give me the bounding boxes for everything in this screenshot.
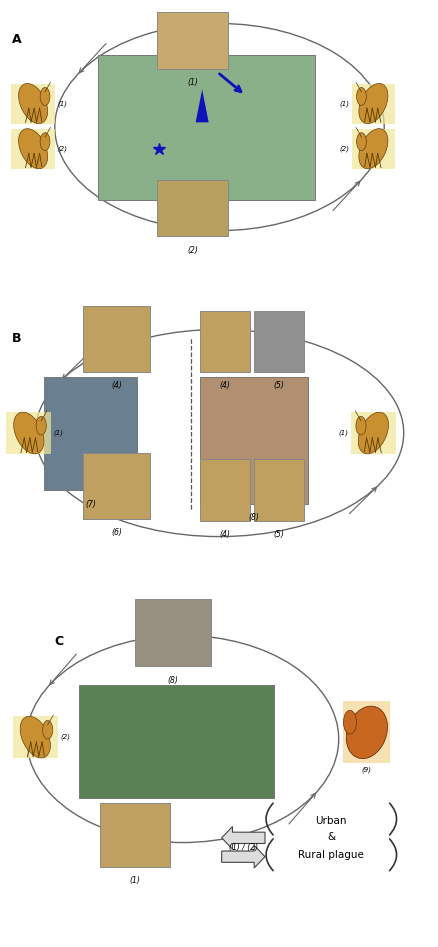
Ellipse shape xyxy=(343,710,356,734)
FancyBboxPatch shape xyxy=(254,311,304,372)
Text: B: B xyxy=(11,332,21,346)
Text: (4): (4) xyxy=(111,382,122,390)
Text: (1): (1) xyxy=(339,100,349,107)
FancyBboxPatch shape xyxy=(351,83,394,123)
FancyBboxPatch shape xyxy=(100,803,169,867)
FancyBboxPatch shape xyxy=(350,412,395,454)
Ellipse shape xyxy=(358,129,387,169)
Polygon shape xyxy=(195,89,208,122)
Ellipse shape xyxy=(356,133,365,151)
FancyBboxPatch shape xyxy=(351,129,394,169)
Text: (4): (4) xyxy=(219,530,230,539)
Ellipse shape xyxy=(357,412,388,454)
Polygon shape xyxy=(221,846,265,868)
Text: &: & xyxy=(326,831,335,842)
Text: (1): (1) xyxy=(53,430,64,437)
Ellipse shape xyxy=(40,87,50,105)
FancyBboxPatch shape xyxy=(156,12,228,69)
Text: (2): (2) xyxy=(187,245,198,255)
FancyBboxPatch shape xyxy=(6,412,51,454)
Text: (1): (1) xyxy=(187,78,198,87)
FancyBboxPatch shape xyxy=(156,180,228,236)
FancyBboxPatch shape xyxy=(83,306,150,372)
Ellipse shape xyxy=(358,83,387,123)
Text: (9): (9) xyxy=(361,766,371,773)
Text: Urban: Urban xyxy=(315,816,346,826)
FancyBboxPatch shape xyxy=(254,459,304,521)
Text: A: A xyxy=(11,33,21,45)
FancyBboxPatch shape xyxy=(200,459,249,521)
Ellipse shape xyxy=(20,716,50,758)
FancyBboxPatch shape xyxy=(83,453,150,519)
Ellipse shape xyxy=(14,412,44,454)
Ellipse shape xyxy=(36,417,46,435)
Text: (1): (1) xyxy=(57,100,67,107)
Text: (8): (8) xyxy=(248,513,259,522)
Text: (8): (8) xyxy=(167,676,178,685)
FancyBboxPatch shape xyxy=(98,55,314,201)
Text: (5): (5) xyxy=(273,382,284,390)
Ellipse shape xyxy=(356,87,365,105)
Text: (1): (1) xyxy=(338,430,348,437)
Text: (1) / (2): (1) / (2) xyxy=(228,843,257,851)
Text: (2): (2) xyxy=(339,146,349,152)
FancyBboxPatch shape xyxy=(11,83,55,123)
FancyBboxPatch shape xyxy=(343,702,389,763)
Text: (5): (5) xyxy=(273,530,284,539)
FancyBboxPatch shape xyxy=(78,686,273,798)
Text: Rural plague: Rural plague xyxy=(298,849,364,860)
Text: (4): (4) xyxy=(219,382,230,390)
FancyBboxPatch shape xyxy=(200,377,307,504)
Polygon shape xyxy=(221,827,265,849)
Ellipse shape xyxy=(42,721,53,739)
Ellipse shape xyxy=(18,129,48,169)
FancyBboxPatch shape xyxy=(13,716,58,758)
FancyBboxPatch shape xyxy=(44,378,137,491)
Ellipse shape xyxy=(346,706,387,759)
Text: (1): (1) xyxy=(129,876,140,885)
Ellipse shape xyxy=(355,417,365,435)
Text: (6): (6) xyxy=(111,528,122,537)
Text: C: C xyxy=(55,635,64,649)
FancyBboxPatch shape xyxy=(134,599,210,667)
Ellipse shape xyxy=(40,133,50,151)
Text: (2): (2) xyxy=(57,146,67,152)
Ellipse shape xyxy=(18,83,48,123)
FancyBboxPatch shape xyxy=(11,129,55,169)
FancyBboxPatch shape xyxy=(200,311,249,372)
Text: (2): (2) xyxy=(60,734,70,741)
Text: (7): (7) xyxy=(85,500,96,509)
